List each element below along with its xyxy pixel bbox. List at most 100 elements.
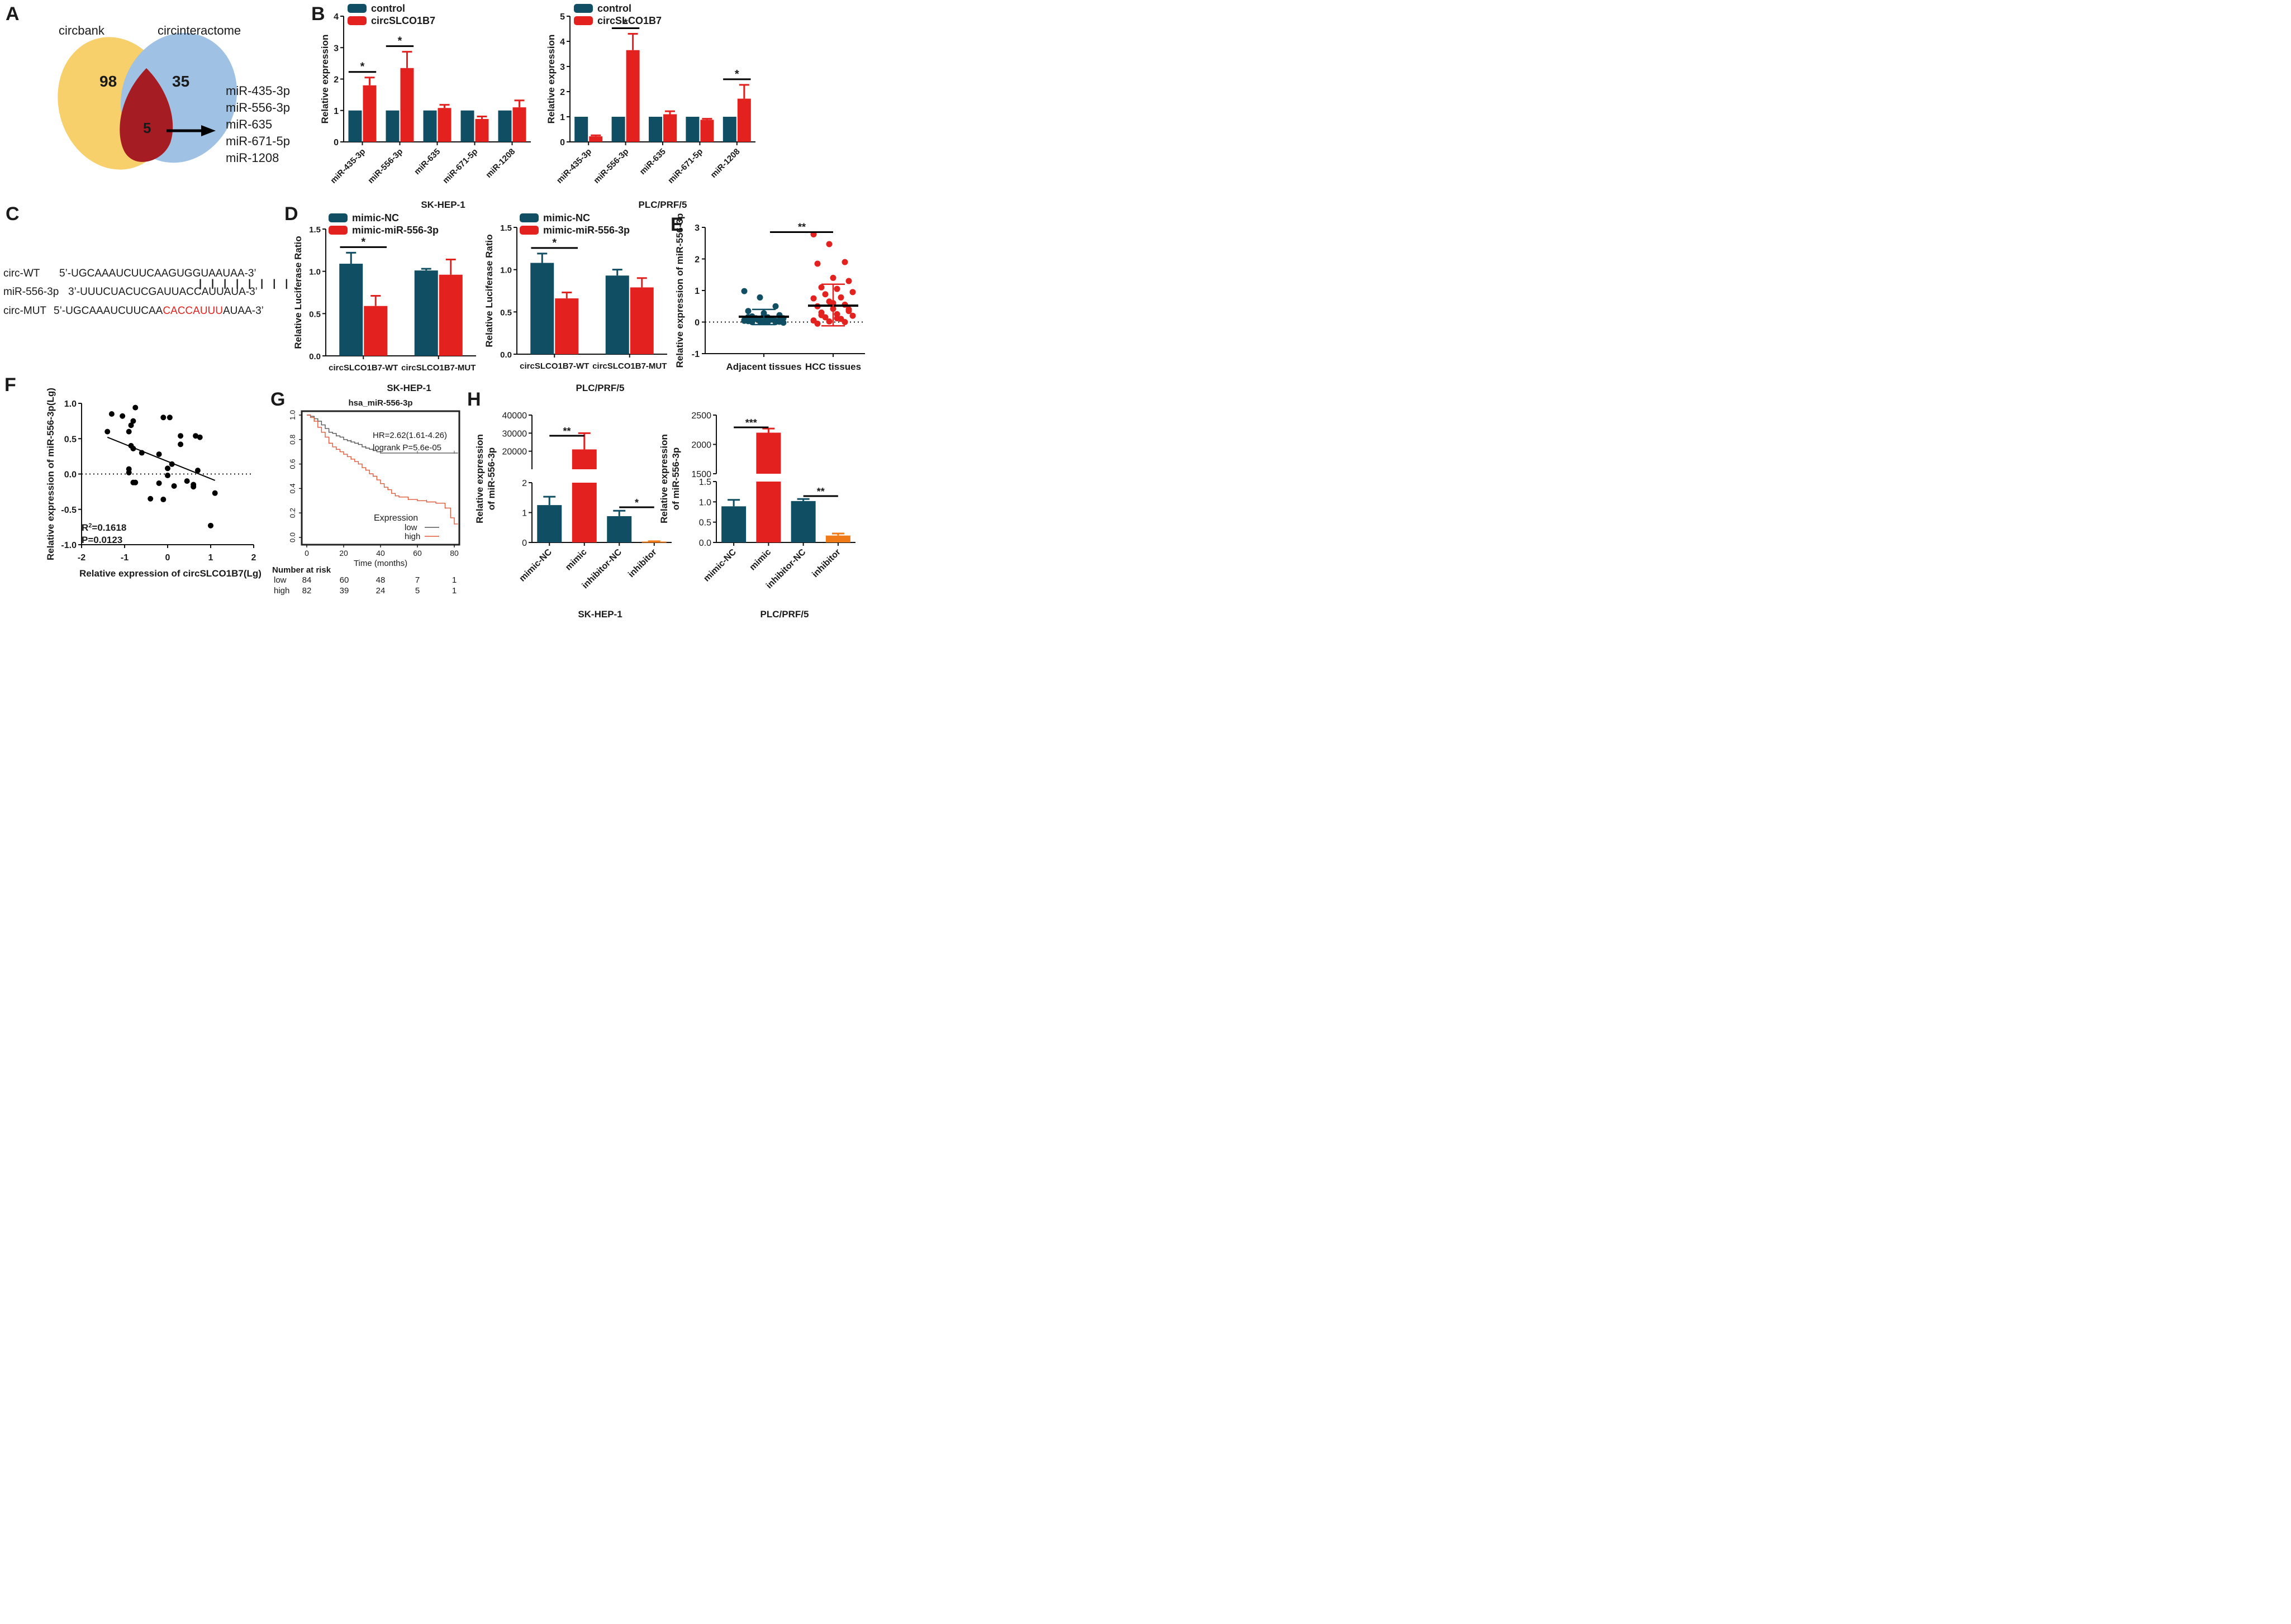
y-axis-label-line: of miR-556-3p [671,447,681,510]
bar-control [574,117,588,142]
mirna-list-item: miR-556-3p [226,101,290,115]
y-tick-label: 1.0 [699,498,711,507]
bar-mimic-upper [572,449,597,469]
km-legend-high-label: high [405,532,420,541]
survival-curve-high [307,415,458,525]
y-tick-label: 20000 [502,447,527,457]
venn-mirna-list: miR-435-3p miR-556-3p miR-635 miR-671-5p… [226,84,290,165]
y-tick-label: 0.5 [64,435,77,444]
data-point [132,479,139,485]
data-point [849,312,856,319]
data-point [814,260,821,267]
sequence-label-circ-wt: circ-WT [3,268,40,279]
data-point [814,320,821,327]
venn-label-circbank: circbank [59,23,105,37]
data-point [126,428,132,435]
data-point [826,241,833,247]
r-squared-annotation: R2=0.1618 [82,522,126,533]
panel-c: C circ-WT 5’-UGCAAAUCUUCAAGUGGUAAUAA-3’ … [3,203,288,317]
x-tick-label: mimic-NC [702,547,738,583]
y-axis-label: Relative Luciferase Ratio [484,234,495,347]
y-tick-label: 4 [560,37,565,47]
data-point [830,274,836,281]
y-tick-label: 2 [522,479,527,488]
y-tick-label: 3 [334,44,339,53]
y-tick-label: 0.2 [288,508,297,518]
data-point [160,497,167,503]
chart-title: SK-HEP-1 [421,199,465,210]
legend-label: control [371,3,405,14]
risk-cell: 24 [376,586,386,596]
bar-control [460,110,474,142]
risk-cell: 48 [376,575,386,585]
x-tick-label: inhibitor [626,547,658,579]
bar-treatment [512,107,526,142]
bar-treatment [589,136,603,142]
legend-label: circSLCO1B7 [597,15,662,26]
legend-swatch [520,213,539,222]
y-axis-label: Relative expression of miR-556-3p [474,434,497,523]
y-tick-label: -1 [692,350,700,359]
legend-label: mimic-miR-556-3p [543,225,630,236]
chart-title: SK-HEP-1 [387,383,431,393]
risk-row-label-high: high [274,586,289,596]
legend-label: mimic-NC [352,212,399,223]
data-point [132,404,139,411]
significance-marker: * [398,35,402,47]
x-tick-label: HCC tissues [805,361,861,372]
panel-letter-f: F [4,374,16,396]
y-tick-label: 30000 [502,429,527,439]
significance-marker: * [552,237,557,249]
x-tick-label: -1 [121,553,129,563]
sequence-circ-mut-suffix: AUAA-3’ [223,305,264,317]
bar-treatment [439,274,463,356]
y-axis-label: Relative expression [546,35,557,124]
bar-control [414,270,438,356]
x-tick-label: 60 [413,549,422,558]
panel-letter-d: D [284,203,298,225]
bar-inhibitor-NC [607,516,632,542]
x-tick-label: 80 [450,549,459,558]
venn-overlap-region [120,68,173,162]
venn-count-circbank: 98 [99,73,117,90]
legend-swatch [574,16,593,25]
y-tick-label: 0.5 [500,308,512,317]
legend-label: mimic-miR-556-3p [352,225,439,236]
data-point [842,259,848,265]
y-tick-label: 0 [560,138,565,147]
data-point [165,465,170,472]
x-axis-label: Relative expression of circSLCO1B7(Lg) [79,568,262,579]
data-point [130,418,136,424]
chart-d-sk-hep-1: 0.0 0.5 1.0 1.5 Relative Luciferase Ratio cir… [293,212,476,393]
x-tick-label: circSLCO1B7-MUT [401,363,476,373]
y-tick-label: 4 [334,12,339,22]
x-tick-label: miR-1208 [484,147,517,180]
sequence-circ-wt: 5’-UGCAAAUCUUCAAGUGGUAAUAA-3’ [59,268,256,279]
y-tick-label: 1.0 [288,410,297,420]
x-tick-label: mimic [748,547,773,573]
panel-letter-a: A [6,3,20,25]
x-tick-label: miR-671-5p [441,147,479,185]
y-axis-label-line: Relative expression [659,434,669,523]
x-tick-label: miR-556-3p [366,147,405,185]
bar-mimic [756,482,781,542]
y-tick-label: 0.6 [288,459,297,469]
legend-swatch [520,226,539,235]
data-point [818,284,825,290]
data-point [184,478,190,484]
chart-b-sk-hep-1: 0 1 2 3 4 Relative expression miR-435-3pmiR-55… [320,3,531,210]
y-tick-label: 1 [334,107,339,116]
y-axis-label: Relative Luciferase Ratio [293,236,303,349]
bar-inhibitor [641,541,667,543]
data-point [757,294,763,301]
bar-treatment [363,85,377,142]
km-hazard-ratio: HR=2.62(1.61-4.26) [373,431,447,440]
bar-control [686,117,700,142]
x-tick-label: inhibitor [810,547,842,579]
chart-title: PLC/PRF/5 [576,383,625,393]
data-point [126,469,132,475]
y-tick-label: 1 [695,287,700,296]
data-point [156,451,162,458]
y-tick-label: 1.5 [500,223,512,233]
x-tick-label: 1 [208,553,213,563]
